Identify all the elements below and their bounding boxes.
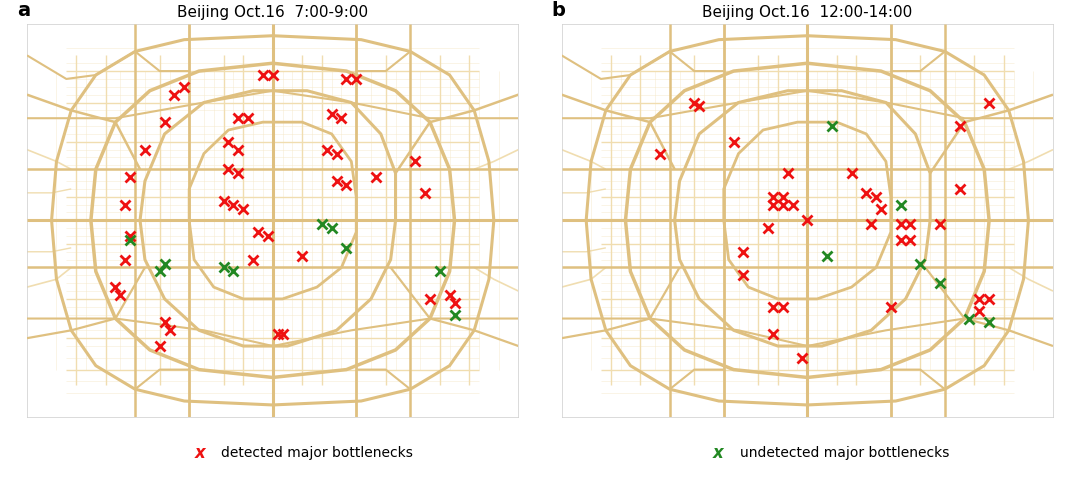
Text: x: x: [713, 444, 724, 462]
Text: a: a: [17, 1, 30, 20]
Title: Beijing Oct.16  12:00-14:00: Beijing Oct.16 12:00-14:00: [702, 5, 913, 20]
Text: detected major bottlenecks: detected major bottlenecks: [221, 445, 414, 460]
Title: Beijing Oct.16  7:00-9:00: Beijing Oct.16 7:00-9:00: [177, 5, 368, 20]
Text: b: b: [552, 1, 566, 20]
Text: x: x: [194, 444, 205, 462]
Text: undetected major bottlenecks: undetected major bottlenecks: [740, 445, 949, 460]
